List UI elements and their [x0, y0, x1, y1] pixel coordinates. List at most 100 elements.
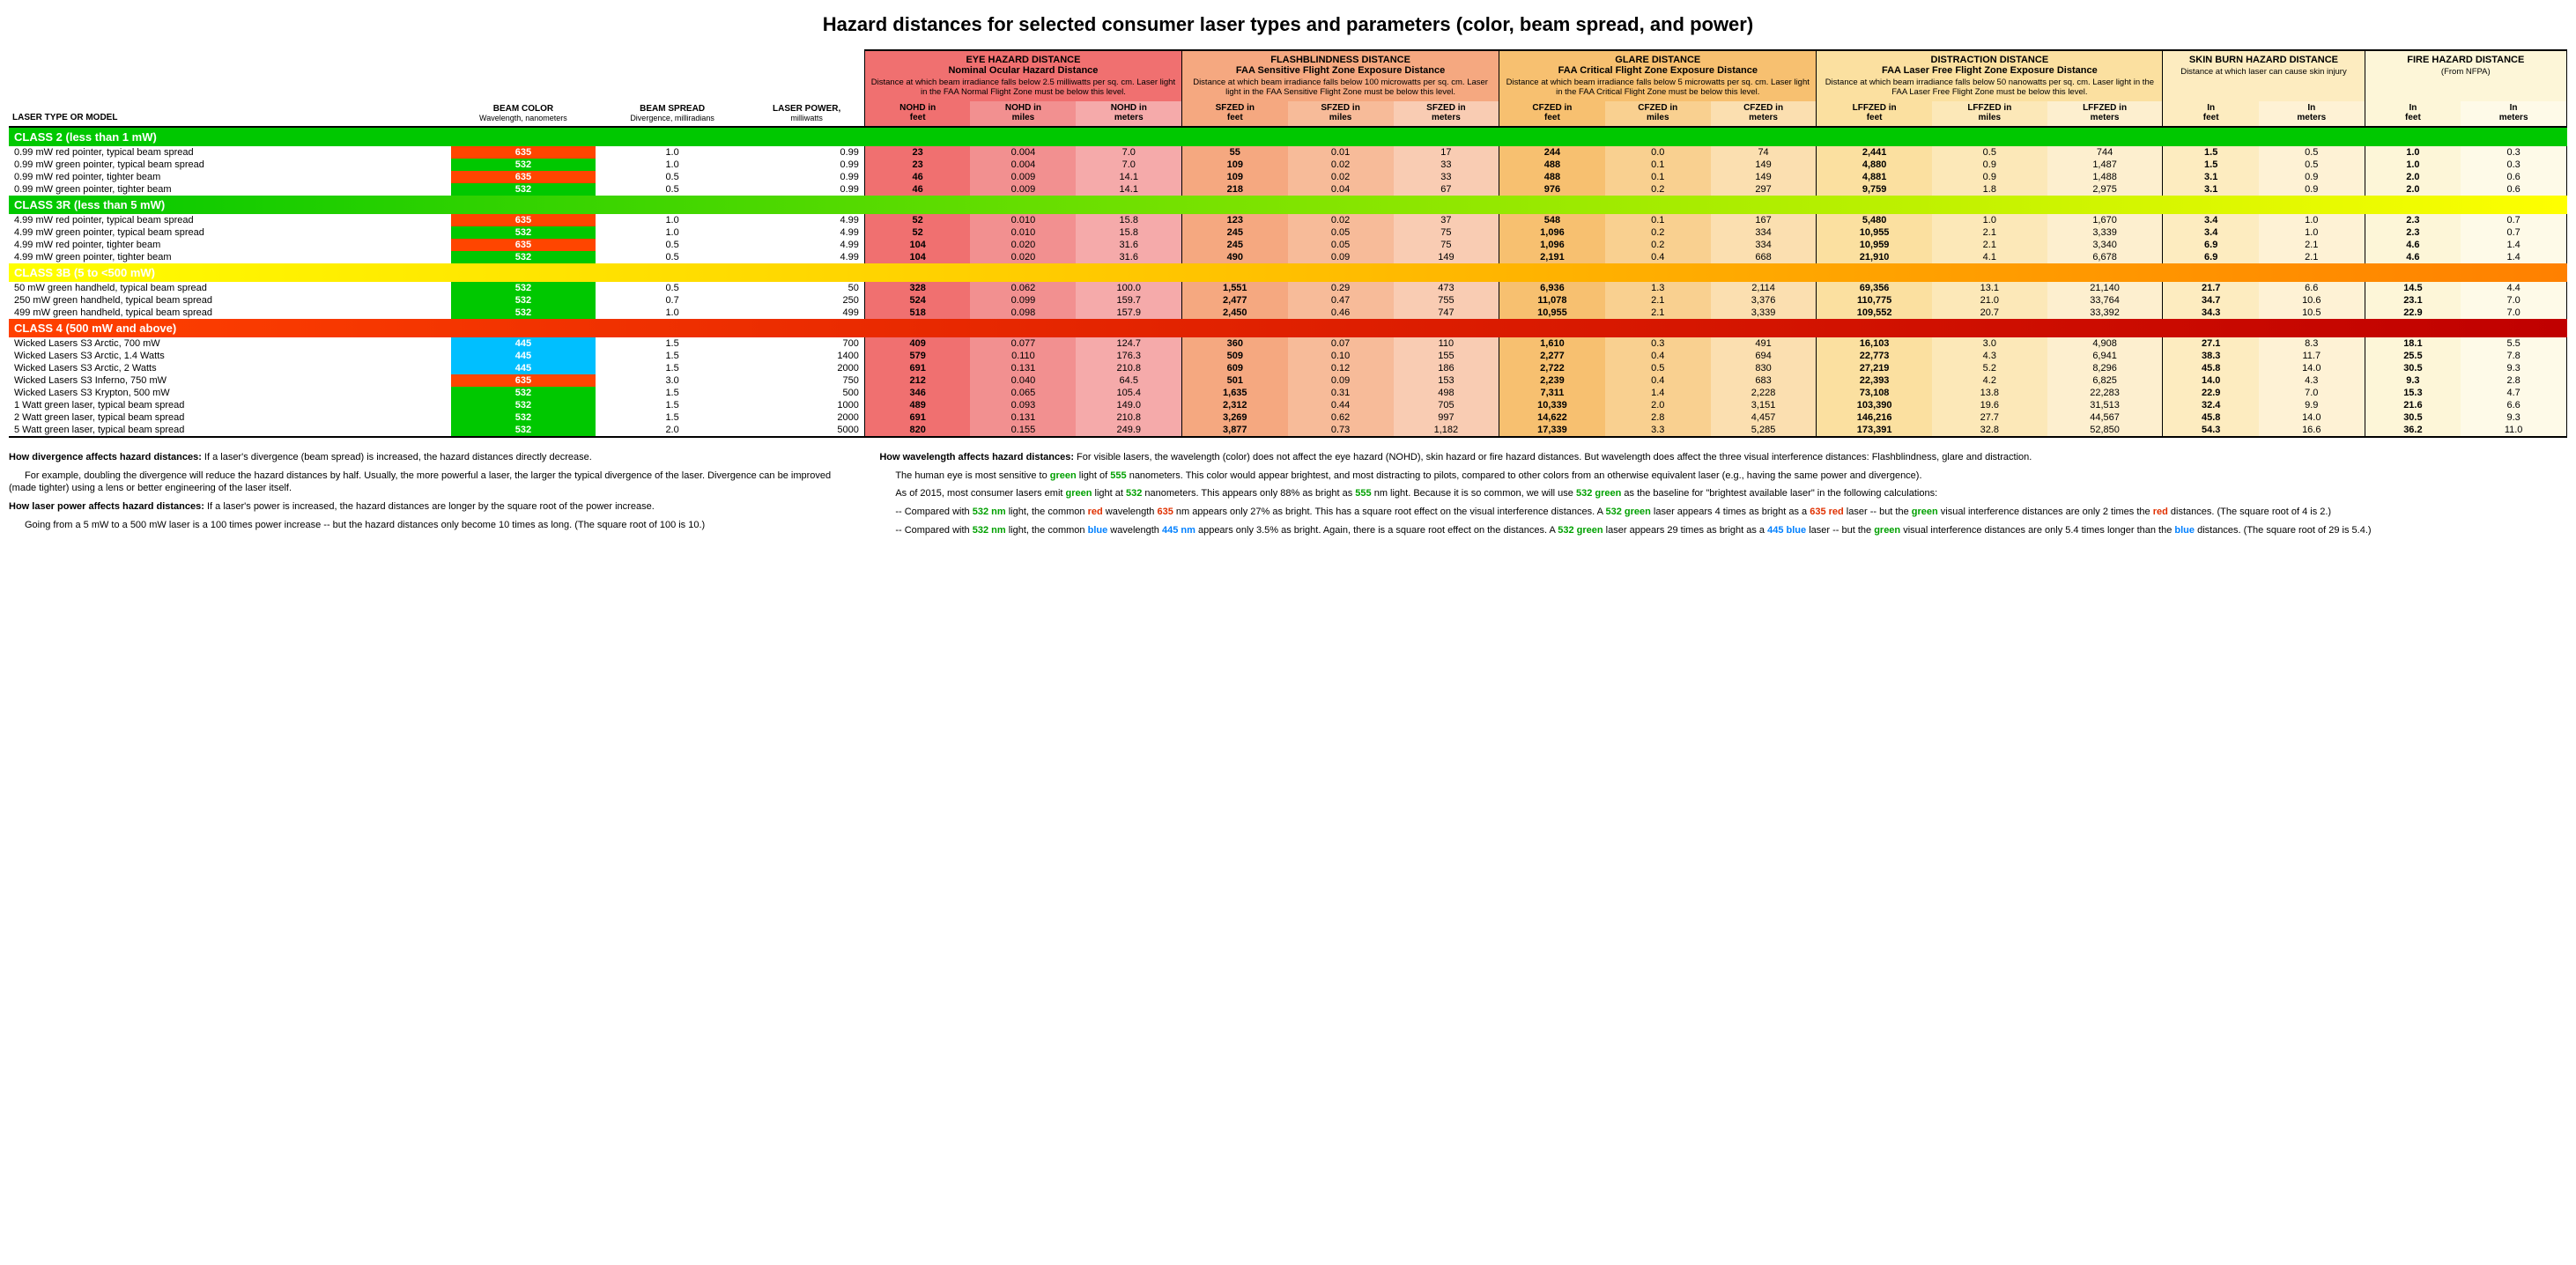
cell-v-12: 3.4: [2163, 226, 2259, 239]
cell-v-12: 1.5: [2163, 146, 2259, 159]
cell-v-12: 22.9: [2163, 387, 2259, 399]
cell-v-7: 0.2: [1605, 226, 1711, 239]
cell-v-11: 21,140: [2047, 282, 2163, 294]
cell-pw: 700: [749, 337, 864, 350]
cell-pw: 0.99: [749, 159, 864, 171]
cell-pw: 250: [749, 294, 864, 307]
cell-wl: 532: [451, 387, 596, 399]
cell-v-0: 409: [864, 337, 970, 350]
note-para: How wavelength affects hazard distances:…: [879, 451, 2567, 464]
cell-v-1: 0.131: [970, 411, 1076, 424]
cell-div: 0.5: [596, 171, 750, 183]
cell-wl: 635: [451, 146, 596, 159]
cell-v-5: 997: [1394, 411, 1499, 424]
cell-v-0: 346: [864, 387, 970, 399]
cell-v-12: 45.8: [2163, 362, 2259, 374]
cell-div: 1.5: [596, 362, 750, 374]
cell-v-14: 30.5: [2365, 362, 2461, 374]
cell-v-10: 2.1: [1932, 239, 2047, 251]
cell-v-8: 830: [1711, 362, 1817, 374]
cell-div: 0.5: [596, 183, 750, 196]
cell-v-14: 4.6: [2365, 251, 2461, 263]
cell-v-6: 17,339: [1499, 424, 1605, 437]
cell-v-10: 0.5: [1932, 146, 2047, 159]
cell-name: 250 mW green handheld, typical beam spre…: [9, 294, 451, 307]
cell-v-11: 44,567: [2047, 411, 2163, 424]
cell-v-3: 123: [1182, 214, 1288, 226]
cell-v-0: 104: [864, 239, 970, 251]
cell-v-2: 14.1: [1076, 183, 1181, 196]
cell-v-5: 186: [1394, 362, 1499, 374]
hdr-group-5: FIRE HAZARD DISTANCE(From NFPA): [2365, 50, 2566, 101]
cell-pw: 4.99: [749, 226, 864, 239]
cell-name: Wicked Lasers S3 Arctic, 2 Watts: [9, 362, 451, 374]
cell-v-11: 33,392: [2047, 307, 2163, 319]
cell-v-8: 297: [1711, 183, 1817, 196]
cell-v-14: 2.0: [2365, 183, 2461, 196]
cell-v-0: 524: [864, 294, 970, 307]
cell-v-15: 9.3: [2461, 411, 2566, 424]
hdr-model: LASER TYPE OR MODEL: [9, 50, 451, 127]
cell-v-5: 33: [1394, 159, 1499, 171]
cell-v-10: 13.8: [1932, 387, 2047, 399]
cell-v-8: 491: [1711, 337, 1817, 350]
cell-v-7: 1.3: [1605, 282, 1711, 294]
cell-v-14: 30.5: [2365, 411, 2461, 424]
cell-v-6: 2,277: [1499, 350, 1605, 362]
cell-v-7: 2.8: [1605, 411, 1711, 424]
row-3-4: Wicked Lasers S3 Krypton, 500 mW5321.550…: [9, 387, 2567, 399]
cell-v-4: 0.07: [1288, 337, 1394, 350]
cell-v-1: 0.110: [970, 350, 1076, 362]
cell-v-7: 0.2: [1605, 183, 1711, 196]
cell-v-11: 8,296: [2047, 362, 2163, 374]
cell-name: 0.99 mW green pointer, tighter beam: [9, 183, 451, 196]
cell-v-2: 105.4: [1076, 387, 1181, 399]
cell-pw: 4.99: [749, 214, 864, 226]
cell-v-2: 210.8: [1076, 411, 1181, 424]
cell-wl: 532: [451, 183, 596, 196]
cell-v-2: 15.8: [1076, 214, 1181, 226]
cell-v-1: 0.099: [970, 294, 1076, 307]
cell-v-7: 0.5: [1605, 362, 1711, 374]
row-3-0: Wicked Lasers S3 Arctic, 700 mW4451.5700…: [9, 337, 2567, 350]
cell-wl: 635: [451, 214, 596, 226]
cell-v-11: 2,975: [2047, 183, 2163, 196]
cell-v-6: 14,622: [1499, 411, 1605, 424]
cell-name: 0.99 mW red pointer, tighter beam: [9, 171, 451, 183]
cell-div: 1.0: [596, 146, 750, 159]
cell-v-13: 0.5: [2259, 159, 2365, 171]
cell-v-6: 488: [1499, 159, 1605, 171]
cell-v-13: 16.6: [2259, 424, 2365, 437]
cell-wl: 445: [451, 362, 596, 374]
cell-v-8: 2,114: [1711, 282, 1817, 294]
cell-v-8: 668: [1711, 251, 1817, 263]
cell-v-7: 2.1: [1605, 294, 1711, 307]
cell-v-4: 0.31: [1288, 387, 1394, 399]
col-2-0: CFZED infeet: [1499, 101, 1605, 127]
cell-v-15: 5.5: [2461, 337, 2566, 350]
cell-v-0: 52: [864, 226, 970, 239]
cell-v-10: 0.9: [1932, 171, 2047, 183]
cell-v-4: 0.02: [1288, 171, 1394, 183]
cell-v-13: 9.9: [2259, 399, 2365, 411]
col-3-1: LFFZED inmiles: [1932, 101, 2047, 127]
cell-v-15: 0.3: [2461, 159, 2566, 171]
cell-v-13: 1.0: [2259, 214, 2365, 226]
col-3-0: LFFZED infeet: [1817, 101, 1932, 127]
note-para: How laser power affects hazard distances…: [9, 500, 853, 514]
cell-v-7: 0.4: [1605, 374, 1711, 387]
cell-v-11: 3,339: [2047, 226, 2163, 239]
cell-v-4: 0.73: [1288, 424, 1394, 437]
cell-pw: 4.99: [749, 251, 864, 263]
cell-v-2: 210.8: [1076, 362, 1181, 374]
cell-v-11: 6,825: [2047, 374, 2163, 387]
cell-v-13: 2.1: [2259, 251, 2365, 263]
cell-v-6: 1,610: [1499, 337, 1605, 350]
cell-v-10: 4.1: [1932, 251, 2047, 263]
cell-name: 2 Watt green laser, typical beam spread: [9, 411, 451, 424]
cell-v-8: 694: [1711, 350, 1817, 362]
cell-div: 1.5: [596, 337, 750, 350]
cell-v-7: 0.2: [1605, 239, 1711, 251]
cell-v-11: 1,670: [2047, 214, 2163, 226]
cell-v-15: 1.4: [2461, 251, 2566, 263]
